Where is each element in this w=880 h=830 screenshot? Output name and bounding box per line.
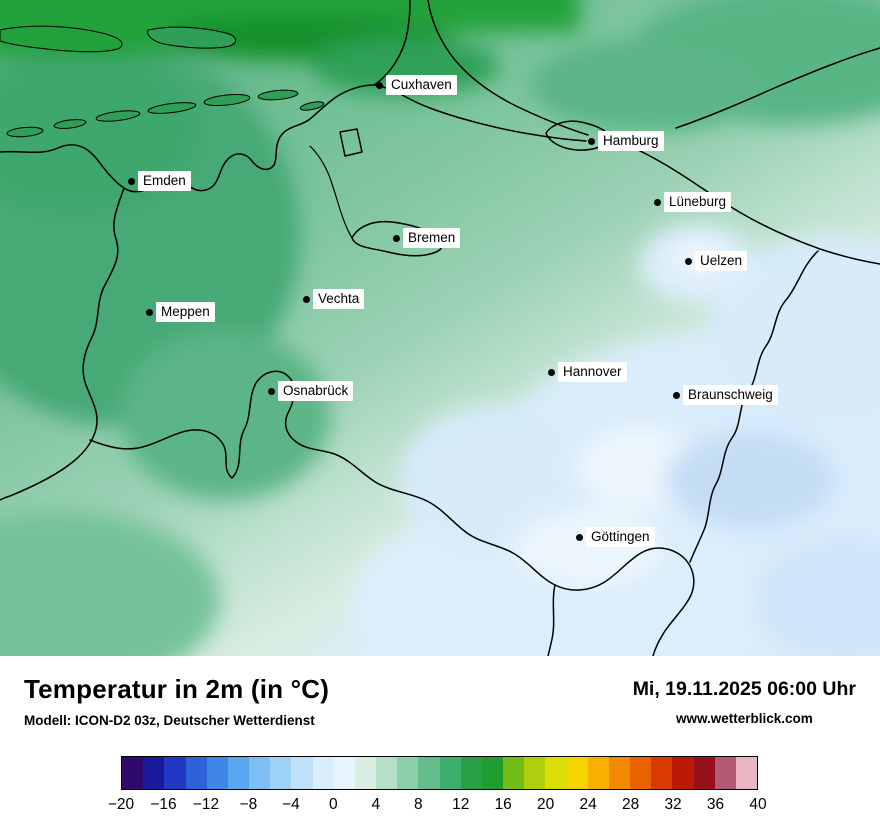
city-label: Vechta: [313, 289, 365, 309]
city-marker-hamburg: Hamburg: [588, 131, 664, 151]
colorbar-segment: [227, 757, 250, 789]
model-info: Modell: ICON-D2 03z, Deutscher Wetterdie…: [24, 713, 315, 728]
colorbar-tick-label: 20: [537, 796, 555, 813]
city-label: Emden: [138, 171, 191, 191]
city-dot-icon: [268, 387, 275, 395]
city-label: Bremen: [403, 228, 461, 248]
city-marker-meppen: Meppen: [146, 302, 215, 322]
colorbar-segment: [185, 757, 207, 789]
city-dot-icon: [376, 81, 383, 89]
city-label: Hannover: [558, 362, 627, 382]
colorbar-segment: [164, 757, 186, 789]
colorbar: [121, 756, 758, 790]
map-rivers: [309, 145, 353, 239]
city-label: Braunschweig: [683, 385, 778, 405]
city-marker-emden: Emden: [128, 171, 191, 191]
map-islands: [0, 25, 325, 138]
city-marker-hannover: Hannover: [548, 362, 627, 382]
temperature-map: Cuxhaven Hamburg Emden Lüneburg Bremen Uelzen…: [0, 0, 880, 656]
colorbar-segment: [439, 757, 461, 789]
colorbar-tick-label: 28: [621, 796, 640, 813]
city-marker-osnabrück: Osnabrück: [268, 381, 354, 401]
datetime-block: Mi, 19.11.2025 06:00 Uhr www.wetterblick…: [633, 678, 856, 726]
colorbar-tick-label: 40: [749, 796, 767, 813]
colorbar-tick-label: 4: [371, 796, 381, 813]
colorbar-segment: [143, 757, 165, 789]
title-block: Temperatur in 2m (in °C) Modell: ICON-D2…: [24, 674, 329, 728]
colorbar-tick-label: 8: [413, 796, 423, 813]
colorbar-tick-row: −20 −16 −12 −8 −4 0 4 8 12 16 20 24 28 32 36 40: [108, 796, 767, 818]
colorbar-segment: [608, 757, 631, 789]
colorbar-tick-label: 24: [579, 796, 597, 813]
colorbar-segment: [672, 757, 694, 789]
colorbar-segment: [354, 757, 377, 789]
city-label: Osnabrück: [278, 381, 354, 401]
colorbar-tick-label: 12: [452, 796, 470, 813]
city-marker-vechta: Vechta: [303, 289, 365, 309]
city-dot-icon: [576, 533, 583, 541]
colorbar-segment: [397, 757, 419, 789]
colorbar-tick-label: −20: [107, 796, 135, 813]
colorbar-segment: [418, 757, 440, 789]
colorbar-tick-label: −4: [282, 796, 300, 813]
colorbar-tick-label: −12: [192, 796, 220, 813]
colorbar-segment: [481, 757, 504, 789]
colorbar-segment: [630, 757, 652, 789]
city-dot-icon: [548, 368, 555, 376]
city-dot-icon: [654, 198, 661, 206]
colorbar-segment: [714, 757, 736, 789]
colorbar-segment: [735, 757, 758, 789]
colorbar-segment: [291, 757, 313, 789]
temperature-legend: −20 −16 −12 −8 −4 0 4 8 12 16 20 24 28 32 36 40: [0, 748, 880, 830]
valid-datetime: Mi, 19.11.2025 06:00 Uhr: [632, 678, 856, 700]
city-dot-icon: [685, 257, 692, 265]
city-dot-icon: [128, 177, 135, 185]
map-title: Temperatur in 2m (in °C): [24, 674, 330, 704]
colorbar-tick-label: 36: [706, 796, 725, 813]
colorbar-tick-label: −8: [239, 796, 258, 813]
colorbar-segment: [693, 757, 715, 789]
city-dot-icon: [588, 137, 595, 145]
colorbar-segment: [270, 757, 292, 789]
city-marker-bremen: Bremen: [393, 228, 461, 248]
city-marker-göttingen: Göttingen: [576, 527, 655, 547]
colorbar-segment: [312, 757, 334, 789]
city-label: Cuxhaven: [386, 75, 457, 95]
colorbar-segment: [376, 757, 398, 789]
colorbar-segment: [503, 757, 525, 789]
colorbar-tick-label: 0: [329, 796, 338, 813]
city-label: Uelzen: [695, 251, 748, 271]
info-bar: Temperatur in 2m (in °C) Modell: ICON-D2…: [0, 656, 880, 748]
colorbar-segment: [651, 757, 673, 789]
colorbar-tick-label: 16: [494, 796, 512, 813]
city-marker-uelzen: Uelzen: [685, 251, 748, 271]
city-marker-braunschweig: Braunschweig: [673, 385, 778, 405]
website-url: www.wetterblick.com: [675, 711, 813, 726]
city-label: Hamburg: [598, 131, 664, 151]
colorbar-tick-label: −16: [150, 796, 177, 813]
city-marker-lüneburg: Lüneburg: [654, 192, 732, 212]
colorbar-segment: [206, 757, 228, 789]
colorbar-segment: [122, 757, 144, 789]
map-graphic: [0, 0, 880, 656]
colorbar-segment: [587, 757, 609, 789]
colorbar-segment: [545, 757, 567, 789]
city-label: Göttingen: [586, 527, 655, 547]
city-dot-icon: [146, 308, 153, 316]
colorbar-tick-label: 32: [664, 796, 682, 813]
colorbar-segment: [249, 757, 271, 789]
city-dot-icon: [673, 391, 680, 399]
city-marker-cuxhaven: Cuxhaven: [376, 75, 457, 95]
colorbar-segment: [524, 757, 546, 789]
colorbar-segment: [460, 757, 482, 789]
colorbar-segment: [333, 757, 355, 789]
city-marker-layer: Cuxhaven Hamburg Emden Lüneburg Bremen Uelzen…: [128, 75, 778, 547]
city-label: Meppen: [156, 302, 215, 322]
city-dot-icon: [303, 295, 310, 303]
map-temperature-regions: [0, 0, 880, 656]
colorbar-segment: [566, 757, 588, 789]
city-label: Lüneburg: [664, 192, 732, 212]
city-dot-icon: [393, 234, 400, 242]
